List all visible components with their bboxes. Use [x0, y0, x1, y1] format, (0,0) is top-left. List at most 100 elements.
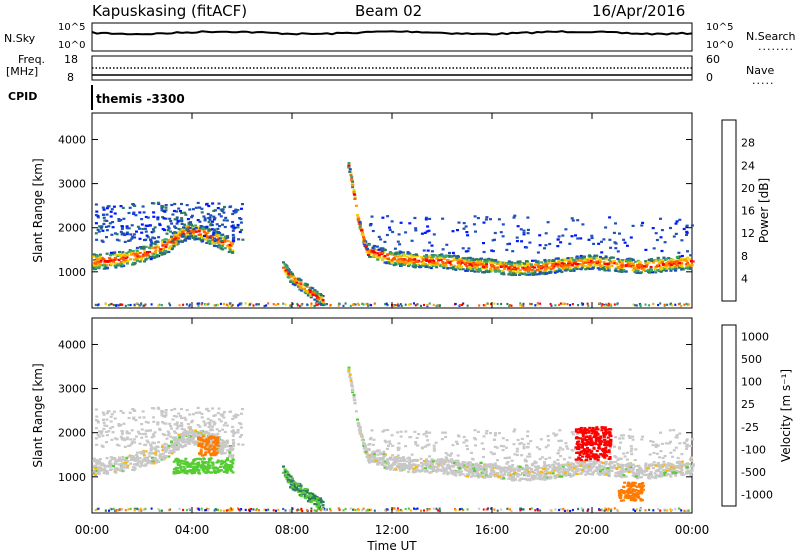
scatter-cell	[223, 410, 226, 414]
scatter-cell	[656, 474, 660, 477]
scatter-cell	[496, 472, 500, 475]
scatter-cell	[92, 253, 96, 256]
scatter-cell	[215, 238, 218, 242]
scatter-cell	[543, 475, 547, 478]
scatter-cell	[381, 457, 384, 460]
scatter-cell	[444, 460, 448, 463]
scatter-cell	[170, 203, 174, 207]
scatter-cell	[525, 473, 528, 476]
scatter-cell	[466, 475, 470, 478]
scatter-cell	[193, 238, 197, 241]
scatter-cell	[670, 302, 672, 305]
scatter-cell	[649, 470, 653, 474]
scatter-cell	[207, 409, 211, 413]
scatter-cell	[356, 216, 360, 219]
scatter-cell	[149, 240, 153, 243]
scatter-cell	[584, 467, 587, 470]
scatter-cell	[104, 430, 108, 433]
scatter-cell	[579, 468, 583, 471]
scatter-cell	[94, 222, 98, 225]
scatter-cell	[614, 475, 618, 478]
scatter-cell	[482, 476, 486, 479]
scatter-cell	[231, 303, 234, 307]
scatter-cell	[665, 469, 669, 472]
scatter-cell	[453, 472, 457, 475]
scatter-cell	[604, 304, 607, 307]
scatter-cell	[665, 262, 669, 265]
scatter-cell	[187, 430, 190, 433]
scatter-cell	[309, 495, 313, 498]
scatter-cell	[220, 245, 224, 248]
scatter-cell	[100, 256, 104, 259]
scatter-cell	[314, 294, 318, 297]
scatter-cell	[398, 254, 402, 257]
scatter-cell	[124, 256, 128, 260]
scatter-cell	[569, 269, 573, 272]
scatter-cell	[417, 433, 421, 436]
scatter-cell	[619, 264, 623, 267]
scatter-cell	[311, 293, 315, 296]
scatter-cell	[484, 464, 488, 467]
scatter-cell	[378, 251, 382, 254]
scatter-cell	[231, 454, 235, 457]
scatter-cell	[193, 236, 197, 239]
scatter-cell	[352, 193, 356, 196]
scatter-cell	[208, 241, 211, 244]
scatter-cell	[183, 211, 187, 214]
scatter-cell	[403, 468, 406, 471]
scatter-cell	[198, 228, 202, 231]
scatter-cell	[180, 422, 184, 425]
scatter-cell	[477, 467, 481, 470]
scatter-cell	[95, 256, 99, 260]
scatter-cell	[674, 303, 677, 306]
scatter-cell	[358, 429, 362, 432]
scatter-cell	[138, 465, 142, 468]
scatter-cell	[523, 272, 527, 275]
scatter-cell	[113, 262, 117, 265]
scatter-cell	[373, 458, 377, 461]
scatter-cell	[516, 271, 520, 274]
scatter-cell	[685, 233, 688, 236]
scatter-cell	[109, 303, 112, 306]
scatter-cell	[200, 235, 203, 238]
scatter-cell	[207, 227, 211, 230]
scatter-cell	[96, 216, 100, 219]
scatter-cell	[533, 474, 537, 478]
scatter-cell	[672, 449, 676, 452]
scatter-cell	[379, 452, 383, 455]
scatter-cell	[493, 238, 496, 241]
scatter-cell	[491, 466, 495, 469]
scatter-cell	[211, 202, 215, 205]
scatter-cell	[531, 259, 534, 262]
scatter-cell	[203, 219, 207, 222]
scatter-cell	[119, 410, 123, 413]
scatter-cell	[218, 447, 222, 450]
scatter-cell	[337, 304, 340, 307]
scatter-cell	[566, 257, 570, 260]
scatter-cell	[158, 455, 162, 458]
scatter-cell	[309, 497, 313, 500]
scatter-cell	[420, 304, 422, 307]
scatter-cell	[621, 259, 625, 262]
scatter-cell	[104, 267, 108, 270]
scatter-cell	[197, 206, 201, 209]
scatter-cell	[511, 268, 515, 271]
scatter-cell	[662, 256, 666, 259]
scatter-cell	[287, 272, 291, 275]
scatter-cell	[131, 250, 135, 253]
scatter-cell	[202, 236, 206, 239]
scatter-cell	[463, 466, 467, 469]
scatter-cell	[632, 471, 635, 474]
scatter-cell	[207, 426, 211, 429]
scatter-cell	[485, 429, 489, 433]
scatter-cell	[388, 442, 392, 445]
scatter-cell	[485, 467, 489, 470]
scatter-cell	[352, 191, 356, 194]
scatter-cell	[149, 445, 153, 448]
scatter-cell	[121, 411, 125, 414]
scatter-cell	[212, 420, 216, 423]
scatter-cell	[172, 443, 176, 446]
scatter-cell	[164, 238, 168, 241]
scatter-cell	[238, 435, 242, 439]
scatter-cell	[587, 467, 591, 471]
